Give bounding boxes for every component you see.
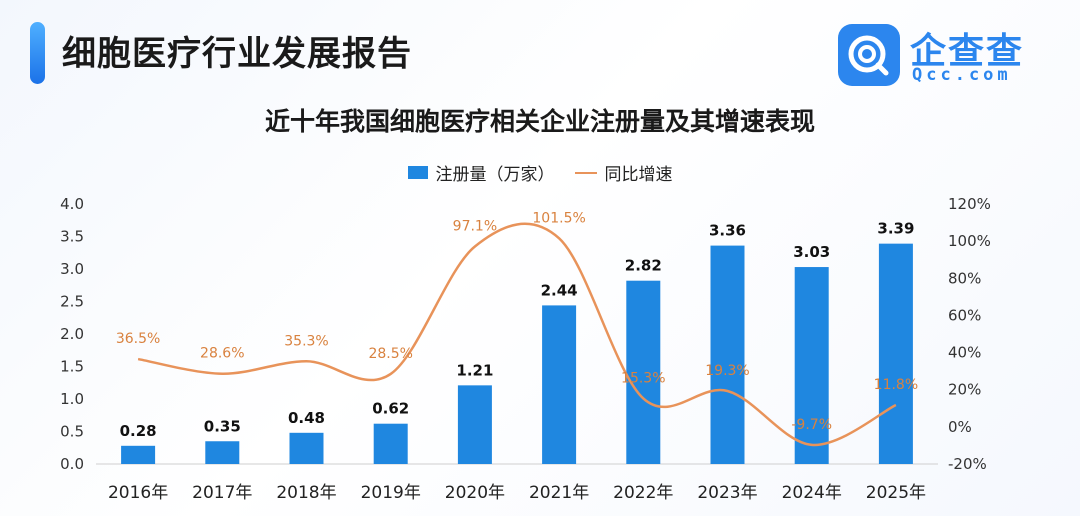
bar [542,305,577,464]
y-left-tick-label: 0.5 [60,423,84,441]
bar-value-label: 2.44 [541,281,578,299]
y-left-tick-label: 2.0 [60,325,84,343]
x-tick-label: 2019年 [361,483,421,503]
bar [289,432,324,464]
bar [457,385,492,464]
bar-value-label: 3.03 [793,243,830,261]
y-right-tick-label: 120% [948,195,991,213]
y-right-tick-label: 40% [948,344,981,362]
chart-title: 近十年我国细胞医疗相关企业注册量及其增速表现 [264,107,815,136]
y-right-tick-label: 100% [948,232,991,250]
bar [878,243,913,464]
y-left-tick-label: 2.5 [60,293,84,311]
y-left-tick-label: 3.0 [60,260,84,278]
header-accent-bar [30,22,45,84]
bar [205,441,240,464]
x-tick-label: 2025年 [866,483,926,503]
y-right-tick-label: 20% [948,381,981,399]
legend-item-line: 同比增速 [574,160,673,185]
report-title: 细胞医疗行业发展报告 [62,34,412,74]
bar-value-label: 0.48 [288,409,325,427]
y-left-tick-label: 4.0 [60,195,84,213]
x-tick-label: 2017年 [192,483,252,503]
bar-value-label: 0.35 [204,417,241,435]
x-tick-label: 2022年 [613,483,673,503]
growth-value-label: 28.5% [368,346,412,362]
bar [121,445,156,464]
y-right-tick-label: 0% [948,418,972,436]
qcc-logo-glyph [848,35,889,76]
y-right-tick-label: -20% [948,455,987,473]
y-left-tick-label: 0.0 [60,455,84,473]
legend-swatch-bar [407,166,428,179]
qcc-logo-icon [838,24,900,86]
x-tick-label: 2016年 [108,483,168,503]
bar [626,280,661,464]
chart-legend: 注册量（万家） 同比增速 [0,160,1080,185]
bar [710,245,745,464]
bar [373,423,408,464]
growth-value-label: 36.5% [116,331,160,347]
x-tick-label: 2023年 [697,483,757,503]
bar-value-label: 0.28 [120,422,157,440]
y-right-tick-label: 60% [948,306,981,324]
bar-value-label: 1.21 [456,361,493,379]
legend-label-line: 同比增速 [604,165,673,185]
y-right-tick-label: 80% [948,269,981,287]
logo-name: 企查查 [910,31,1025,72]
growth-line [137,222,897,447]
growth-value-label: 35.3% [284,333,328,349]
bar-value-label: 0.62 [372,400,409,418]
legend-item-bar: 注册量（万家） [407,160,555,185]
x-tick-label: 2021年 [529,483,589,503]
growth-value-label: 28.6% [200,346,244,362]
legend-swatch-line [574,171,597,174]
growth-value-label: 11.8% [874,377,918,393]
growth-value-label: -9.7% [791,417,832,433]
x-tick-label: 2024年 [782,483,842,503]
growth-value-label: 19.3% [705,363,749,379]
growth-value-label: 97.1% [453,219,497,235]
legend-label-bar: 注册量（万家） [435,165,555,185]
logo-domain: Qcc.com [912,65,1012,85]
bar [794,267,829,464]
growth-value-label: 15.3% [621,370,665,386]
y-left-tick-label: 1.0 [60,390,84,408]
x-tick-label: 2020年 [445,483,505,503]
y-left-tick-label: 1.5 [60,358,84,376]
bar-value-label: 2.82 [625,257,662,275]
y-left-tick-label: 3.5 [60,228,84,246]
growth-value-label: 101.5% [532,210,585,226]
bar-value-label: 3.36 [709,222,746,240]
x-tick-label: 2018年 [276,483,336,503]
bar-value-label: 3.39 [877,220,914,238]
